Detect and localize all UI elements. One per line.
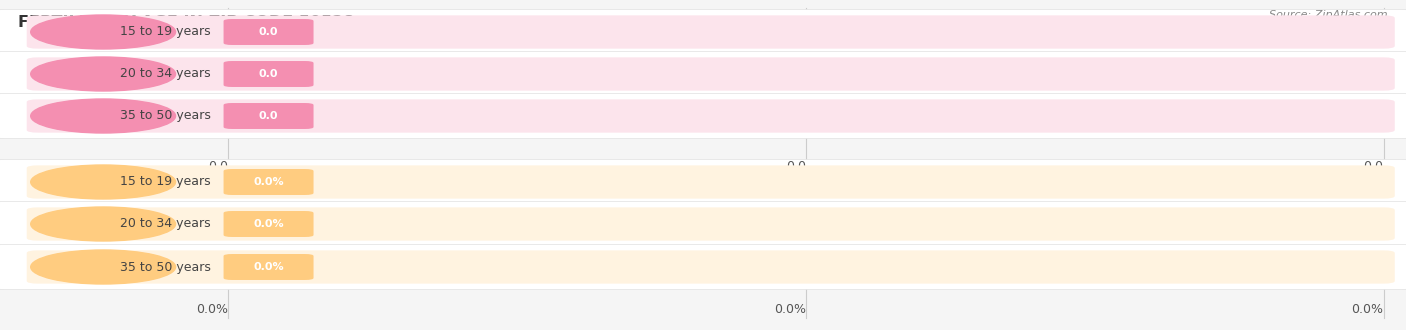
Text: 0.0: 0.0 [1364, 160, 1384, 173]
Text: 0.0: 0.0 [259, 69, 278, 79]
FancyBboxPatch shape [224, 19, 314, 45]
FancyBboxPatch shape [224, 211, 314, 237]
Text: 0.0%: 0.0% [1351, 303, 1384, 316]
FancyBboxPatch shape [0, 201, 1406, 247]
Text: 35 to 50 years: 35 to 50 years [120, 260, 211, 274]
FancyBboxPatch shape [27, 250, 1395, 284]
FancyBboxPatch shape [27, 99, 1395, 133]
Circle shape [31, 207, 176, 241]
Text: 0.0: 0.0 [259, 27, 278, 37]
Circle shape [31, 250, 176, 284]
Circle shape [31, 165, 176, 199]
FancyBboxPatch shape [0, 93, 1406, 139]
Text: 0.0%: 0.0% [773, 303, 806, 316]
FancyBboxPatch shape [224, 61, 314, 87]
Text: 0.0: 0.0 [208, 160, 228, 173]
Circle shape [31, 57, 176, 91]
Text: 20 to 34 years: 20 to 34 years [121, 68, 211, 81]
FancyBboxPatch shape [224, 169, 314, 195]
Circle shape [31, 99, 176, 133]
FancyBboxPatch shape [27, 207, 1395, 241]
FancyBboxPatch shape [0, 244, 1406, 290]
Circle shape [31, 15, 176, 49]
FancyBboxPatch shape [27, 165, 1395, 199]
Text: 0.0%: 0.0% [253, 219, 284, 229]
Text: Source: ZipAtlas.com: Source: ZipAtlas.com [1270, 10, 1388, 20]
FancyBboxPatch shape [27, 16, 1395, 49]
FancyBboxPatch shape [224, 254, 314, 280]
Text: 35 to 50 years: 35 to 50 years [120, 110, 211, 122]
FancyBboxPatch shape [0, 159, 1406, 205]
Text: 15 to 19 years: 15 to 19 years [121, 176, 211, 188]
FancyBboxPatch shape [224, 103, 314, 129]
Text: FERTILITY BY AGE IN ZIP CODE 59528: FERTILITY BY AGE IN ZIP CODE 59528 [18, 15, 354, 30]
Text: 20 to 34 years: 20 to 34 years [121, 217, 211, 230]
FancyBboxPatch shape [0, 9, 1406, 55]
Text: 0.0: 0.0 [786, 160, 806, 173]
Text: 0.0%: 0.0% [253, 262, 284, 272]
Text: 0.0: 0.0 [259, 111, 278, 121]
FancyBboxPatch shape [27, 57, 1395, 91]
Text: 0.0%: 0.0% [195, 303, 228, 316]
Text: 15 to 19 years: 15 to 19 years [121, 25, 211, 39]
Text: 0.0%: 0.0% [253, 177, 284, 187]
FancyBboxPatch shape [0, 51, 1406, 97]
